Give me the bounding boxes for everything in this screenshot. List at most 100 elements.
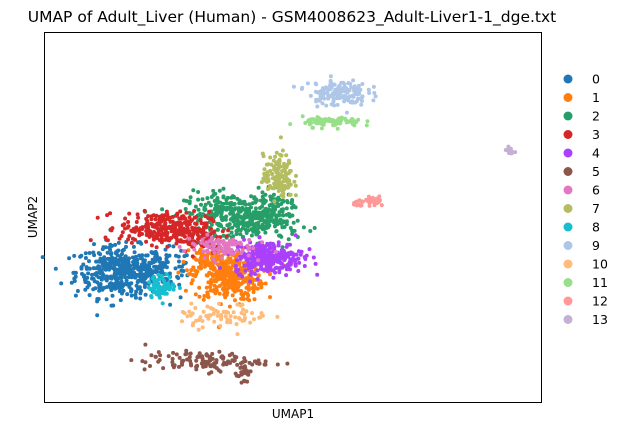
point-cluster-5 — [170, 360, 174, 364]
point-cluster-0 — [117, 241, 121, 245]
point-cluster-1 — [199, 262, 203, 266]
point-cluster-3 — [165, 233, 169, 237]
point-cluster-0 — [171, 244, 175, 248]
point-cluster-11 — [330, 120, 334, 124]
point-cluster-0 — [95, 313, 99, 317]
point-cluster-5 — [189, 352, 193, 356]
point-cluster-3 — [135, 220, 139, 224]
point-cluster-7 — [270, 172, 274, 176]
point-cluster-3 — [190, 218, 194, 222]
point-cluster-7 — [279, 165, 283, 169]
point-cluster-10 — [257, 316, 261, 320]
point-cluster-1 — [252, 288, 256, 292]
point-cluster-1 — [206, 292, 210, 296]
point-cluster-1 — [218, 292, 222, 296]
point-cluster-11 — [356, 118, 360, 122]
point-cluster-6 — [215, 247, 219, 251]
point-cluster-3 — [173, 221, 177, 225]
point-cluster-5 — [167, 354, 171, 358]
point-cluster-9 — [328, 94, 332, 98]
point-cluster-4 — [260, 245, 264, 249]
point-cluster-3 — [155, 234, 159, 238]
point-cluster-4 — [288, 243, 292, 247]
point-cluster-0 — [157, 260, 161, 264]
point-cluster-5 — [285, 362, 289, 366]
point-cluster-10 — [202, 310, 206, 314]
point-cluster-0 — [180, 273, 184, 277]
point-cluster-2 — [213, 192, 217, 196]
point-cluster-5 — [180, 361, 184, 365]
point-cluster-9 — [360, 99, 364, 103]
point-cluster-11 — [336, 127, 340, 131]
point-cluster-11 — [365, 123, 369, 127]
point-cluster-3 — [199, 218, 203, 222]
point-cluster-4 — [239, 257, 243, 261]
point-cluster-0 — [141, 278, 145, 282]
point-cluster-0 — [130, 275, 134, 279]
point-cluster-0 — [138, 291, 142, 295]
point-cluster-2 — [287, 237, 291, 241]
point-cluster-2 — [241, 223, 245, 227]
point-cluster-9 — [315, 105, 319, 109]
point-cluster-10 — [191, 323, 195, 327]
point-cluster-2 — [254, 198, 258, 202]
point-cluster-9 — [341, 86, 345, 90]
point-cluster-5 — [242, 371, 246, 375]
point-cluster-0 — [153, 252, 157, 256]
point-cluster-4 — [246, 259, 250, 263]
point-cluster-3 — [177, 239, 181, 243]
point-cluster-11 — [320, 126, 324, 130]
legend-label-7: 7 — [592, 201, 600, 216]
point-cluster-0 — [97, 289, 101, 293]
point-cluster-3 — [148, 235, 152, 239]
point-cluster-0 — [41, 255, 45, 259]
point-cluster-2 — [218, 201, 222, 205]
point-cluster-3 — [168, 216, 172, 220]
point-cluster-3 — [207, 210, 211, 214]
point-cluster-9 — [317, 91, 321, 95]
point-cluster-6 — [182, 249, 186, 253]
legend-marker-2 — [564, 112, 573, 121]
point-cluster-0 — [139, 242, 143, 246]
point-cluster-7 — [276, 160, 280, 164]
point-cluster-2 — [261, 190, 265, 194]
point-cluster-9 — [352, 95, 356, 99]
point-cluster-2 — [184, 207, 188, 211]
point-cluster-3 — [184, 211, 188, 215]
point-cluster-5 — [200, 354, 204, 358]
point-cluster-0 — [96, 264, 100, 268]
point-cluster-2 — [203, 208, 207, 212]
point-cluster-3 — [194, 215, 198, 219]
point-cluster-5 — [178, 356, 182, 360]
point-cluster-5 — [188, 355, 192, 359]
point-cluster-4 — [284, 264, 288, 268]
point-cluster-2 — [222, 187, 226, 191]
point-cluster-6 — [211, 257, 215, 261]
point-cluster-2 — [313, 226, 317, 230]
point-cluster-7 — [279, 173, 283, 177]
point-cluster-0 — [124, 245, 128, 249]
point-cluster-11 — [344, 118, 348, 122]
point-cluster-2 — [204, 203, 208, 207]
point-cluster-6 — [192, 248, 196, 252]
point-cluster-6 — [247, 254, 251, 258]
point-cluster-3 — [168, 226, 172, 230]
series-13 — [504, 145, 517, 156]
point-cluster-10 — [229, 314, 233, 318]
point-cluster-9 — [360, 82, 364, 86]
point-cluster-0 — [88, 293, 92, 297]
point-cluster-4 — [312, 256, 316, 260]
point-cluster-3 — [153, 224, 157, 228]
point-cluster-0 — [76, 289, 80, 293]
series-12 — [352, 194, 384, 208]
point-cluster-5 — [240, 365, 244, 369]
point-cluster-5 — [148, 364, 152, 368]
point-cluster-9 — [367, 88, 371, 92]
point-cluster-3 — [187, 229, 191, 233]
point-cluster-10 — [209, 313, 213, 317]
point-cluster-5 — [276, 363, 280, 367]
point-cluster-9 — [345, 111, 349, 115]
point-cluster-9 — [346, 81, 350, 85]
point-cluster-3 — [183, 235, 187, 239]
series-9 — [292, 74, 378, 114]
